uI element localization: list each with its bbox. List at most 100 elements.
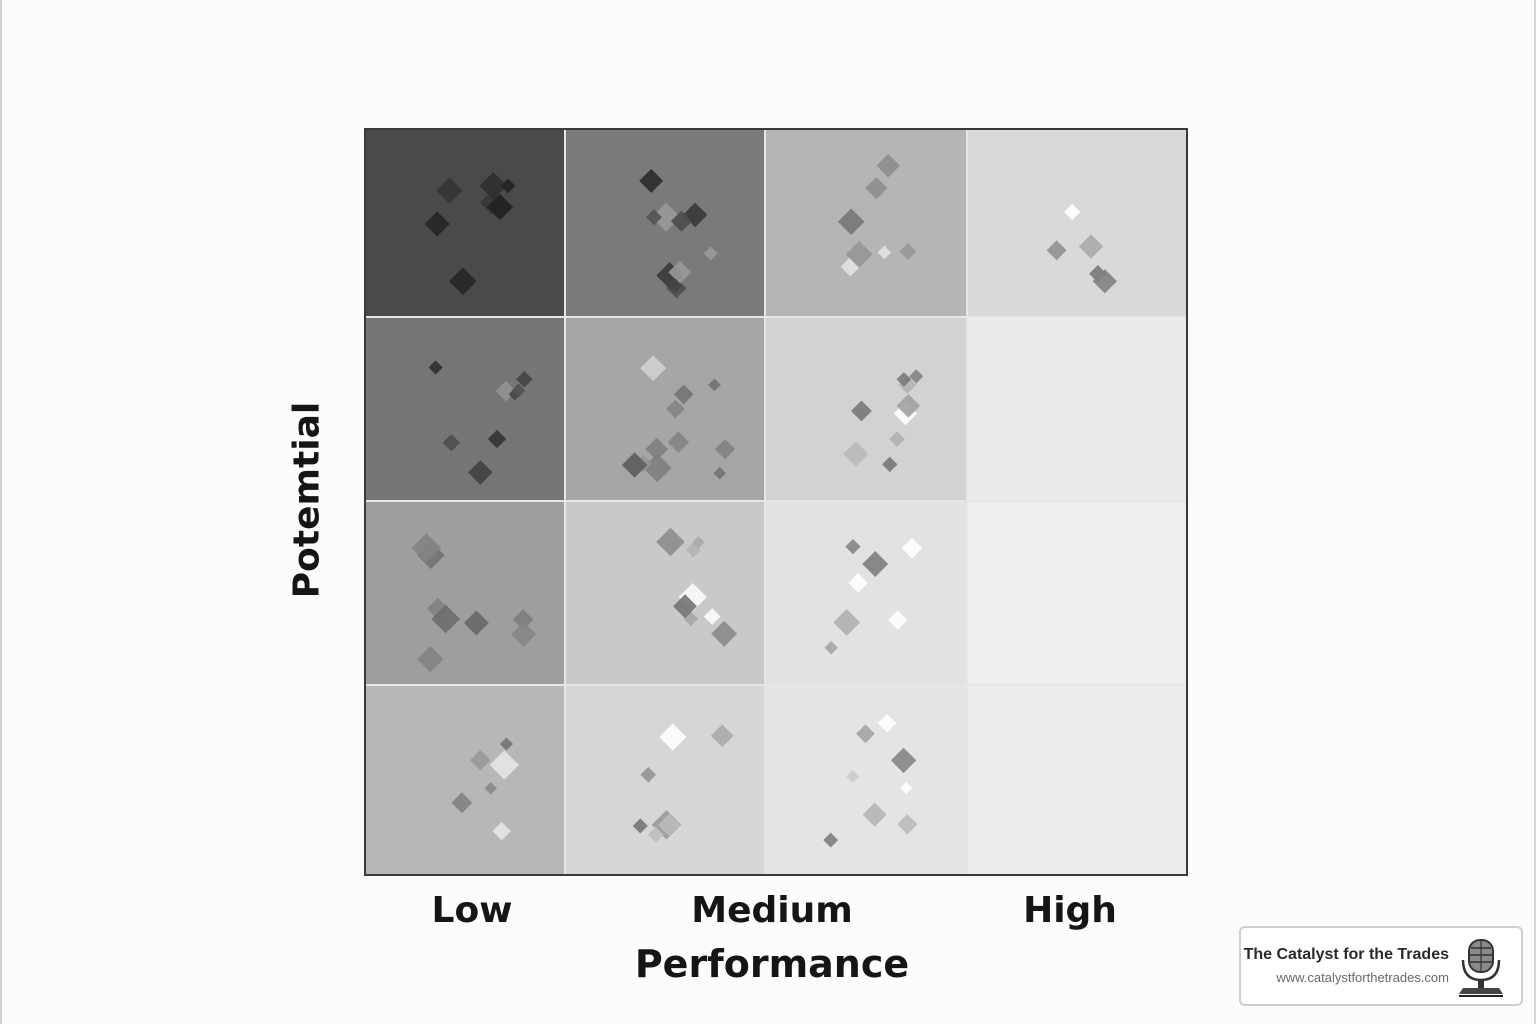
diamond-marker — [900, 782, 913, 795]
x-tick-low: Low — [431, 890, 513, 931]
cell-markers — [424, 171, 516, 296]
diamond-marker — [484, 781, 497, 795]
diamond-marker — [899, 242, 917, 261]
diamond-marker — [673, 594, 697, 619]
cell-markers — [823, 713, 918, 848]
diamond-marker — [512, 609, 534, 630]
diamond-marker — [837, 208, 865, 236]
x-tick-medium: Medium — [691, 890, 853, 931]
diamond-marker — [411, 533, 442, 563]
diamond-marker — [666, 278, 683, 294]
diamond-marker — [845, 538, 861, 555]
diamond-marker — [823, 832, 839, 848]
diamond-marker — [463, 610, 489, 636]
diamond-marker — [889, 431, 905, 447]
diamond-marker — [500, 178, 516, 194]
diamond-marker — [1078, 234, 1104, 259]
cell-markers — [632, 723, 734, 843]
brand-url: www.catalystforthetrades.com — [1276, 970, 1449, 985]
diamond-marker — [486, 193, 514, 221]
diamond-marker — [713, 466, 727, 480]
diamond-marker — [640, 355, 667, 382]
diamond-marker — [639, 168, 664, 193]
grid-cell-upper-mid-high — [968, 318, 1186, 502]
diamond-marker — [489, 750, 519, 780]
grid-cell-lower-mid-low — [366, 502, 566, 686]
diamond-marker — [682, 202, 708, 228]
diamond-marker — [896, 371, 912, 387]
diamond-marker — [862, 551, 889, 577]
diamond-marker — [442, 433, 461, 452]
diamond-marker — [499, 737, 514, 751]
nine-box-grid — [364, 128, 1188, 876]
diamond-marker — [703, 246, 718, 261]
cell-markers — [968, 502, 1186, 684]
diamond-marker — [848, 573, 868, 593]
diamond-marker — [710, 724, 734, 748]
diamond-marker — [417, 645, 444, 673]
grid-cell-lower-mid-medium-high — [766, 502, 968, 686]
diamond-marker — [647, 826, 664, 843]
diamond-marker — [666, 399, 685, 419]
grid-cell-top-low — [366, 130, 566, 318]
diamond-marker — [856, 724, 875, 744]
diamond-marker — [645, 437, 669, 461]
grid-cell-upper-mid-medium-high — [766, 318, 968, 502]
diamond-marker — [516, 371, 533, 388]
diamond-marker — [1046, 240, 1067, 261]
x-tick-high: High — [1023, 890, 1117, 931]
cell-markers — [837, 153, 917, 277]
grid-cell-lower-mid-medium-low — [566, 502, 766, 686]
grid-cell-upper-mid-medium-low — [566, 318, 766, 502]
y-axis-label: Potemtial — [286, 401, 328, 599]
diamond-marker — [487, 429, 507, 449]
diamond-marker — [426, 597, 449, 620]
diamond-marker — [890, 747, 917, 774]
grid-cell-lower-mid-high — [968, 502, 1186, 686]
diamond-marker — [658, 813, 681, 836]
cell-markers — [428, 360, 533, 485]
cell-markers — [656, 527, 738, 647]
diamond-marker — [824, 640, 838, 655]
diamond-marker — [714, 438, 736, 460]
diamond-marker — [667, 431, 690, 453]
diamond-marker — [640, 766, 657, 783]
diamond-marker — [846, 770, 860, 783]
cell-markers — [451, 737, 519, 841]
cell-markers — [824, 537, 923, 655]
diamond-marker — [424, 211, 450, 237]
grid-cell-upper-mid-low — [366, 318, 566, 502]
diamond-marker — [901, 537, 923, 559]
diamond-marker — [703, 608, 721, 626]
diamond-marker — [431, 604, 461, 634]
diamond-marker — [1063, 203, 1081, 221]
diamond-marker — [862, 802, 887, 827]
grid-cell-bottom-medium-low — [566, 686, 766, 874]
diamond-marker — [428, 360, 443, 375]
brand-badge[interactable]: The Catalyst for the Trades www.catalyst… — [1239, 926, 1523, 1006]
diamond-marker — [642, 453, 672, 483]
diamond-marker — [888, 610, 908, 630]
x-axis-label: Performance — [634, 942, 910, 986]
grid-cell-bottom-medium-high — [766, 686, 968, 874]
diamond-marker — [877, 713, 897, 733]
brand-name: The Catalyst for the Trades — [1243, 946, 1449, 963]
diamond-marker — [882, 456, 898, 473]
diamond-marker — [833, 608, 861, 636]
cell-markers — [1046, 203, 1118, 294]
diamond-marker — [668, 260, 692, 284]
diamond-marker — [850, 400, 872, 422]
diamond-marker — [646, 209, 663, 226]
diamond-marker — [877, 245, 892, 260]
diamond-marker — [659, 723, 687, 751]
diamond-marker — [897, 814, 918, 835]
grid-cell-bottom-low — [366, 686, 566, 874]
cell-markers — [639, 168, 718, 299]
diamond-marker — [843, 441, 869, 467]
diamond-marker — [470, 749, 491, 771]
grid-cell-top-medium-high — [766, 130, 968, 318]
diamond-marker — [451, 792, 473, 814]
cell-markers — [968, 686, 1186, 874]
diamond-marker — [865, 177, 888, 200]
